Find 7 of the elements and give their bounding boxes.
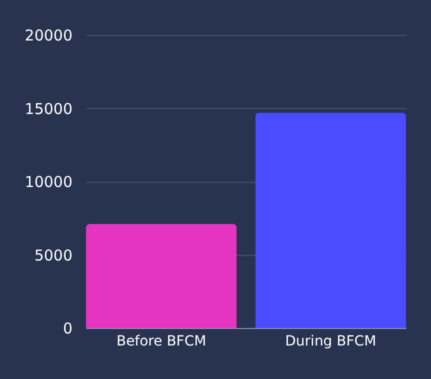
- y-tick-label: 10000: [24, 173, 72, 191]
- x-tick-label: Before BFCM: [116, 334, 206, 350]
- x-tick-label: During BFCM: [285, 334, 376, 350]
- y-tick-label: 15000: [24, 100, 72, 118]
- y-tick-label: 20000: [24, 26, 72, 44]
- y-tick-label: 5000: [34, 246, 72, 264]
- y-tick-label: 0: [62, 320, 72, 338]
